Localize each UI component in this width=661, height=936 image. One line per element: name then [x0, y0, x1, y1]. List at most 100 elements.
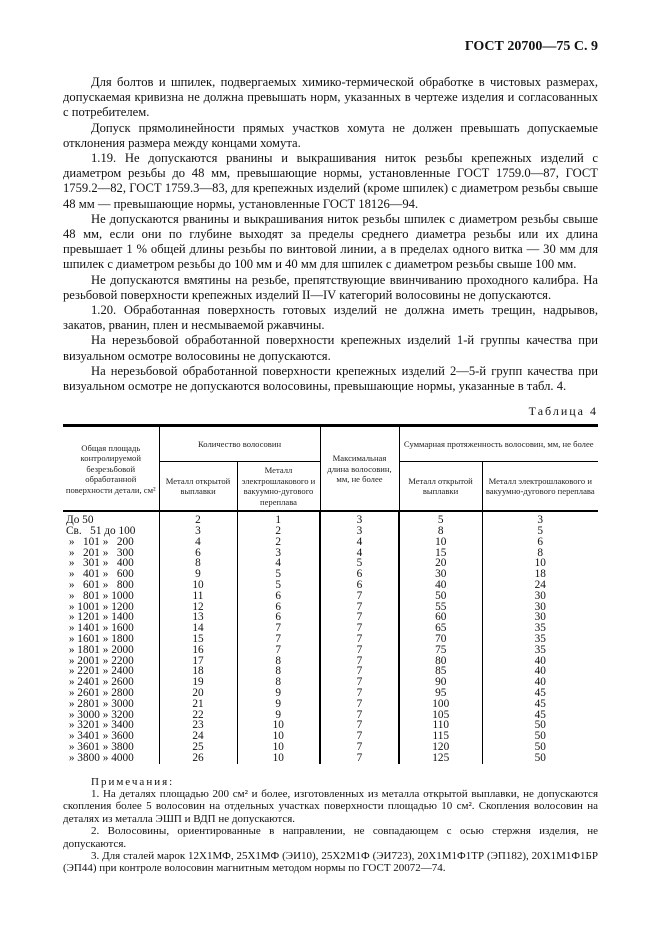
paragraph: 1.19. Не допускаются рванины и выкрашива… [63, 151, 598, 211]
table-cell: 10 [398, 536, 482, 548]
table-cell: 45 [481, 709, 599, 721]
header-area: Общая площадь контролируемой безрезьбово… [63, 424, 160, 513]
note: 2. Волосовины, ориентированные в направл… [63, 825, 598, 850]
table-cell: » 2001 » 2200 [66, 654, 134, 667]
table-cell: 110 [398, 720, 482, 732]
table-cell: 7 [319, 644, 399, 656]
table-cell: 8 [236, 677, 320, 689]
paragraph: На нерезьбовой обработанной поверхности … [63, 333, 598, 363]
table-cell: » 3601 » 3800 [66, 741, 134, 753]
header-count: Количество волосовин [158, 424, 321, 462]
table-cell: 7 [319, 677, 399, 689]
table-cell: 17 [158, 655, 237, 667]
table-cell: 3 [319, 511, 399, 527]
table-cell: 3 [236, 547, 320, 559]
body-text: Для болтов и шпилек, подвергаемых химико… [63, 75, 598, 394]
table-cell: 9 [158, 569, 237, 581]
table-cell: 10 [236, 731, 320, 742]
table-cell: 45 [481, 687, 599, 699]
table-row: » 1801 » 2000 16 7 7 75 35 [63, 644, 599, 656]
table-cell: 7 [319, 601, 399, 613]
table-cell: 40 [481, 677, 599, 689]
table-cell: 7 [319, 698, 399, 710]
table-cell: 50 [481, 741, 599, 753]
table-row: » 801 » 1000 11 6 7 50 30 [63, 589, 599, 602]
note: 1. На деталях площадью 200 см² и более, … [63, 788, 598, 825]
table-cell: » 3401 » 3600 [66, 730, 134, 743]
table-cell: 24 [481, 580, 599, 591]
table-cell: 7 [319, 623, 399, 635]
table-cell: 4 [319, 547, 399, 559]
header-count-remelt: Металл электрошлакового и вакуумно-дугов… [236, 461, 321, 513]
table-cell: 10 [236, 741, 320, 753]
table-cell: 13 [158, 612, 237, 624]
table-cell: » 1601 » 1800 [66, 633, 134, 646]
table-cell: » 2601 » 2800 [66, 687, 134, 700]
table-cell: 9 [236, 687, 320, 699]
table-row: » 3601 » 3800 25 10 7 120 50 [63, 741, 599, 753]
table-cell: 7 [319, 752, 399, 764]
table-cell: » 801 » 1000 [66, 589, 134, 602]
table-cell: 1 [236, 511, 320, 527]
table-cell: 15 [158, 633, 237, 645]
table-cell: 11 [158, 590, 237, 602]
table-row: » 101 » 200 4 2 4 10 6 [63, 536, 599, 548]
table-cell: 7 [236, 644, 320, 656]
table-cell: 22 [158, 709, 237, 721]
table-cell: 40 [398, 580, 482, 591]
paragraph: Для болтов и шпилек, подвергаемых химико… [63, 75, 598, 120]
table-cell: 7 [319, 612, 399, 624]
table-cell: » 301 » 400 [66, 557, 134, 570]
table-cell: До 50 [66, 514, 94, 527]
table-row: Св. 51 до 100 3 2 3 8 5 [63, 525, 599, 538]
table-cell: 45 [481, 698, 599, 710]
table-cell: 5 [236, 569, 320, 581]
table-cell: 5 [236, 580, 320, 591]
table-cell: 5 [481, 526, 599, 537]
table-row: » 2401 » 2600 19 8 7 90 40 [63, 677, 599, 689]
table-cell: 10 [158, 580, 237, 591]
table-cell: 7 [319, 655, 399, 667]
table-cell: 7 [319, 666, 399, 678]
table-cell: 20 [158, 687, 237, 699]
table-cell: Св. 51 до 100 [66, 525, 136, 538]
table-row: » 2601 » 2800 20 9 7 95 45 [63, 687, 599, 700]
table-cell: » 1201 » 1400 [66, 611, 134, 624]
table-cell: » 401 » 600 [66, 568, 134, 581]
paragraph: Не допускаются вмятины на резьбе, препят… [63, 272, 598, 302]
table-cell: 4 [319, 536, 399, 548]
table-cell: 10 [236, 752, 320, 764]
table-cell: 6 [236, 590, 320, 602]
table-cell: 9 [236, 698, 320, 710]
table-cell: 12 [158, 601, 237, 613]
table-cell: 3 [158, 526, 237, 537]
table-cell: 8 [481, 547, 599, 559]
table-cell: 120 [398, 741, 482, 753]
table-cell: 90 [398, 677, 482, 689]
header-total-remelt: Металл электрошлакового и вакуумно-дугов… [481, 461, 599, 513]
table-cell: 7 [236, 633, 320, 645]
table-cell: 7 [319, 633, 399, 645]
table-cell: 30 [481, 590, 599, 602]
notes: Примечания: 1. На деталях площадью 200 с… [63, 776, 598, 875]
table-cell: 6 [158, 547, 237, 559]
table-cell: 75 [398, 644, 482, 656]
table-cell: 8 [236, 655, 320, 667]
table-row: » 2001 » 2200 17 8 7 80 40 [63, 654, 599, 667]
table-cell: 26 [158, 752, 237, 764]
header-total: Суммарная протяженность волосовин, мм, н… [398, 424, 599, 462]
table-cell: 6 [319, 569, 399, 581]
table-cell: 8 [158, 558, 237, 570]
table-cell: 115 [398, 731, 482, 742]
table-cell: 6 [236, 601, 320, 613]
table-cell: 60 [398, 612, 482, 624]
table-cell: 50 [481, 720, 599, 732]
paragraph: На нерезьбовой обработанной поверхности … [63, 363, 598, 394]
table-cell: 80 [398, 655, 482, 667]
table-row: » 1601 » 1800 15 7 7 70 35 [63, 633, 599, 646]
table-cell: 23 [158, 720, 237, 732]
table-row: » 1401 » 1600 14 7 7 65 35 [63, 623, 599, 635]
header-total-open: Металл открытой выплавки [398, 461, 483, 513]
header-count-open: Металл открытой выплавки [159, 461, 238, 513]
table-cell: 24 [158, 731, 237, 742]
